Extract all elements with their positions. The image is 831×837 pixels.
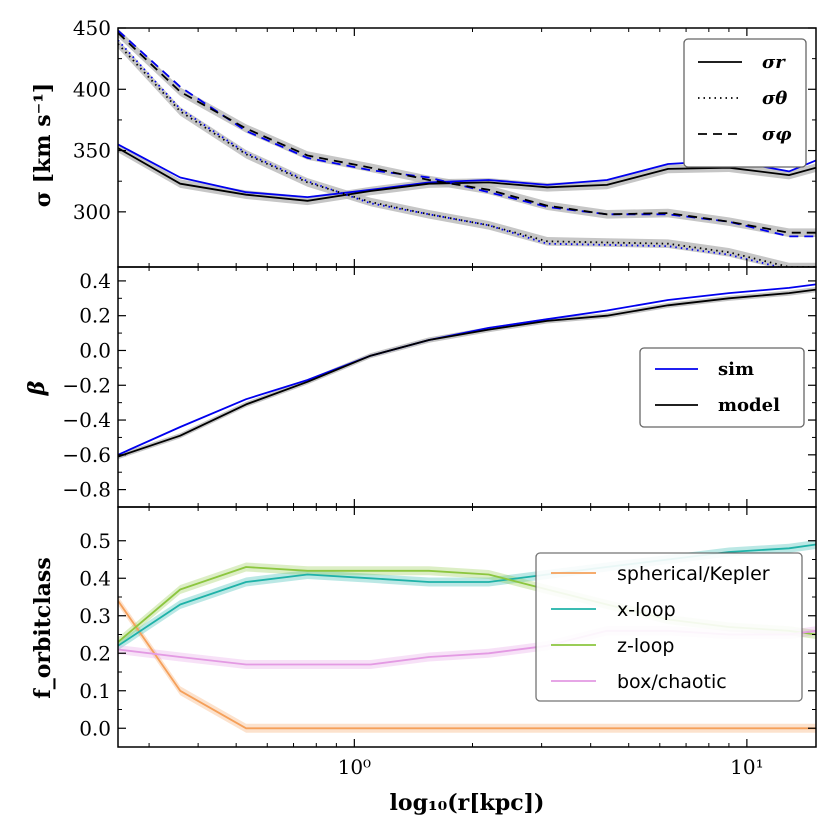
legend-label: box/chaotic [617,671,727,693]
ylabel-beta: β [24,380,50,396]
ytick-label: −0.8 [62,478,111,502]
ytick-label: 0.4 [79,269,111,293]
legend-sigma: σr σθ σφ [683,38,807,168]
legend-label: σθ [762,88,787,109]
series-line-sim [118,283,816,456]
panel-orbitclass: 0.0 0.1 0.2 0.3 0.4 0.5 spherical/Kepler x-loop… [79,506,817,779]
axes-frame [117,506,817,748]
ytick-label: 0.5 [79,529,111,553]
ytick-label: 0.4 [79,566,111,590]
ytick-label: 0.2 [79,641,111,665]
legend-beta: sim model [639,347,805,428]
xlabel: log₁₀(r[kpc]) [390,790,545,816]
series-line-model [118,288,816,458]
series-group [118,283,816,460]
xtick-label: 10¹ [730,755,763,779]
ylabel-forbitclass: f_orbitclass [30,557,56,698]
series-line-sim- [118,39,783,267]
legend-box [535,552,803,702]
ylabel-sigma: σ [km s⁻¹] [30,83,56,208]
ytick-label: 0.1 [79,679,111,703]
ytick-label: 0.2 [79,304,111,328]
series-line-x-loop [118,543,816,647]
series-line-spherical-kepler [118,600,816,730]
series-line-model- [118,43,816,267]
xtick-label: 10⁰ [338,755,371,779]
legend-label: σφ [762,124,792,145]
ytick-label: −0.6 [62,443,111,467]
ytick-label: −0.2 [62,373,111,397]
series-group [118,28,816,267]
series-line-model-r [118,147,816,202]
legend-label: z-loop [617,635,674,657]
legend-label: model [718,395,780,416]
legend-label: spherical/Kepler [617,563,770,585]
legend-box [683,38,807,168]
series-line-model- [118,32,816,234]
legend-label: x-loop [617,599,676,621]
ytick-label: 0.0 [79,716,111,740]
ytick-label: 0.3 [79,604,111,628]
legend-box [639,347,805,428]
panel-sigma: 300 350 400 450 σr σθ σφ [73,16,817,268]
ytick-label: 350 [73,139,111,163]
legend-label: sim [718,359,754,380]
legend-orbitclass: spherical/Kepler x-loop z-loop box/chaotic [535,552,803,702]
ytick-label: 400 [73,77,111,101]
ytick-label: 300 [73,200,111,224]
ytick-label: −0.4 [62,408,111,432]
panel-beta: −0.8 −0.6 −0.4 −0.2 0.0 0.2 0.4 sim model [62,266,817,508]
ytick-label: 450 [73,16,111,40]
ytick-label: 0.0 [79,338,111,362]
legend-label: σr [762,52,786,73]
